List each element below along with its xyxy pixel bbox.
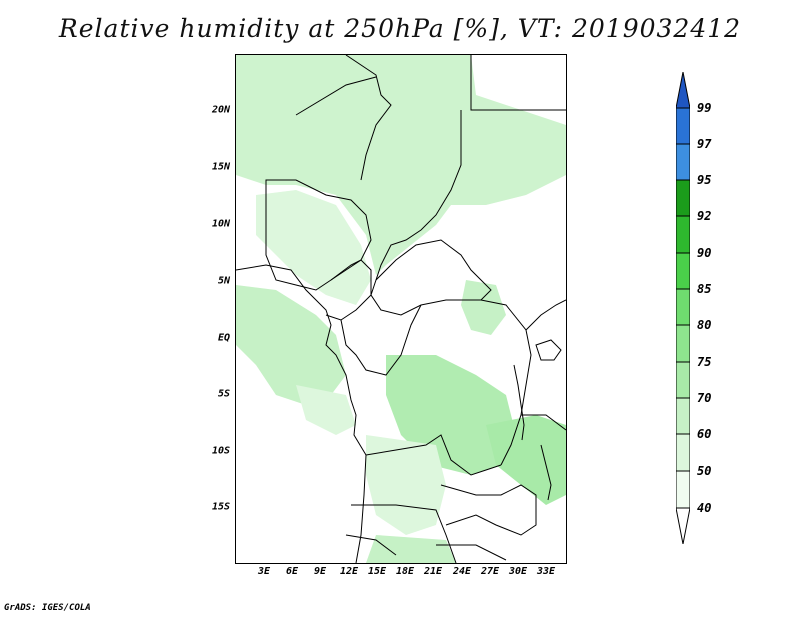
lon-label-6e: 6E <box>285 566 299 577</box>
lon-label-33e: 33E <box>536 566 556 577</box>
border-niger-chad <box>295 76 377 116</box>
humidity-patch-angola <box>366 435 446 535</box>
colorbar-label-97: 97 <box>697 137 712 151</box>
lon-label-18e: 18E <box>395 566 415 577</box>
lon-label-12e: 12E <box>339 566 359 577</box>
map-canvas <box>236 55 566 563</box>
lat-label-10s: 10S <box>211 445 230 457</box>
colorbar-label-85: 85 <box>697 282 712 296</box>
lat-label-15s: 15S <box>211 501 230 513</box>
colorbar-label-50: 50 <box>697 464 712 478</box>
lat-label-15n: 15N <box>211 161 230 173</box>
colorbar-segment-80-85 <box>676 288 690 326</box>
map-frame <box>235 54 567 564</box>
colorbar-label-99: 99 <box>697 101 712 115</box>
colorbar-segment-85-90 <box>676 252 690 290</box>
colorbar-segment-92-95 <box>676 179 690 217</box>
lake-tanganyika <box>513 364 525 441</box>
border-car <box>370 239 492 316</box>
humidity-patch-west-coast <box>236 285 346 405</box>
humidity-patch-east <box>486 415 566 505</box>
colorbar-segment-40-50 <box>676 470 690 509</box>
border-cameroon <box>325 259 372 321</box>
colorbar-label-60: 60 <box>697 427 712 441</box>
colorbar-label-90: 90 <box>697 246 712 260</box>
lon-label-24e: 24E <box>452 566 472 577</box>
lon-label-30e: 30E <box>508 566 528 577</box>
country-boundaries <box>236 55 566 563</box>
border-drc-east <box>480 299 532 466</box>
border-zambia <box>440 484 537 536</box>
colorbar-label-95: 95 <box>697 173 712 187</box>
grads-credit: GrADS: IGES/COLA <box>4 603 91 613</box>
colorbar <box>676 72 690 544</box>
lat-label-5s: 5S <box>217 388 230 400</box>
humidity-patch-gulf <box>296 385 356 435</box>
border-drc-south <box>365 434 502 476</box>
lon-label-3e: 3E <box>257 566 271 577</box>
humidity-patch-congo-north <box>461 280 506 335</box>
lon-label-27e: 27E <box>480 566 500 577</box>
lat-label-20n: 20N <box>211 104 230 116</box>
lat-label-10n: 10N <box>211 218 230 230</box>
border-libya-chad <box>345 55 392 181</box>
lon-label-15e: 15E <box>367 566 387 577</box>
border-east-africa <box>525 299 566 331</box>
lake-victoria <box>535 339 562 361</box>
colorbar-label-40: 40 <box>697 501 712 515</box>
lon-label-21e: 21E <box>423 566 443 577</box>
border-south-2 <box>436 544 507 561</box>
border-nigeria <box>265 179 372 291</box>
colorbar-label-80: 80 <box>697 318 712 332</box>
border-congo-drc <box>340 304 422 376</box>
colorbar-segment-60-70 <box>676 397 690 435</box>
lon-label-9e: 9E <box>313 566 327 577</box>
border-egypt-sudan <box>470 55 566 111</box>
colorbar-segment-95-97 <box>676 143 690 181</box>
humidity-patch-south <box>366 535 456 563</box>
colorbar-segment-50-60 <box>676 433 690 472</box>
colorbar-segment-70-75 <box>676 361 690 399</box>
lat-label-eq: EQ <box>217 332 230 344</box>
humidity-patch-north-light <box>256 190 371 305</box>
colorbar-top-arrow <box>676 72 690 109</box>
lake-malawi <box>540 444 552 501</box>
colorbar-segment-90-92 <box>676 215 690 254</box>
colorbar-segment-75-80 <box>676 324 690 363</box>
coastline-west <box>236 264 367 563</box>
colorbar-segment-97-99 <box>676 107 690 145</box>
border-angola-south <box>351 504 457 563</box>
lat-label-5n: 5N <box>217 275 230 287</box>
colorbar-label-92: 92 <box>697 209 712 223</box>
border-tanzania <box>521 414 566 431</box>
colorbar-label-70: 70 <box>697 391 712 405</box>
border-sudan-west <box>375 110 462 281</box>
border-south-1 <box>345 534 397 556</box>
colorbar-bottom-arrow <box>676 507 690 544</box>
colorbar-label-75: 75 <box>697 355 712 369</box>
map-title: Relative humidity at 250hPa [%], VT: 201… <box>58 14 742 43</box>
